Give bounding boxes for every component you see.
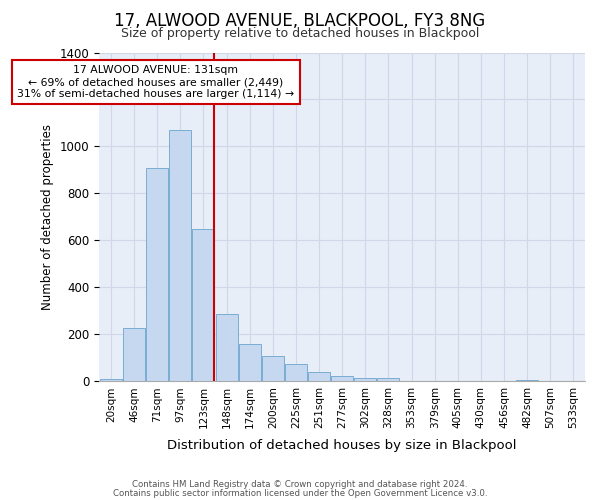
Text: Size of property relative to detached houses in Blackpool: Size of property relative to detached ho… <box>121 28 479 40</box>
Bar <box>377 378 400 382</box>
Text: 17 ALWOOD AVENUE: 131sqm
← 69% of detached houses are smaller (2,449)
31% of sem: 17 ALWOOD AVENUE: 131sqm ← 69% of detach… <box>17 66 295 98</box>
Bar <box>193 228 214 382</box>
Bar <box>123 328 145 382</box>
Bar <box>516 380 538 382</box>
Bar <box>100 379 122 382</box>
Bar <box>262 356 284 382</box>
Bar <box>239 344 260 382</box>
Bar <box>215 314 238 382</box>
Bar <box>354 378 376 382</box>
Y-axis label: Number of detached properties: Number of detached properties <box>41 124 54 310</box>
Text: 17, ALWOOD AVENUE, BLACKPOOL, FY3 8NG: 17, ALWOOD AVENUE, BLACKPOOL, FY3 8NG <box>115 12 485 30</box>
Bar <box>308 372 330 382</box>
Bar <box>169 130 191 382</box>
Bar <box>285 364 307 382</box>
Bar <box>146 168 168 382</box>
Bar <box>331 376 353 382</box>
Text: Contains HM Land Registry data © Crown copyright and database right 2024.: Contains HM Land Registry data © Crown c… <box>132 480 468 489</box>
Text: Contains public sector information licensed under the Open Government Licence v3: Contains public sector information licen… <box>113 488 487 498</box>
X-axis label: Distribution of detached houses by size in Blackpool: Distribution of detached houses by size … <box>167 440 517 452</box>
